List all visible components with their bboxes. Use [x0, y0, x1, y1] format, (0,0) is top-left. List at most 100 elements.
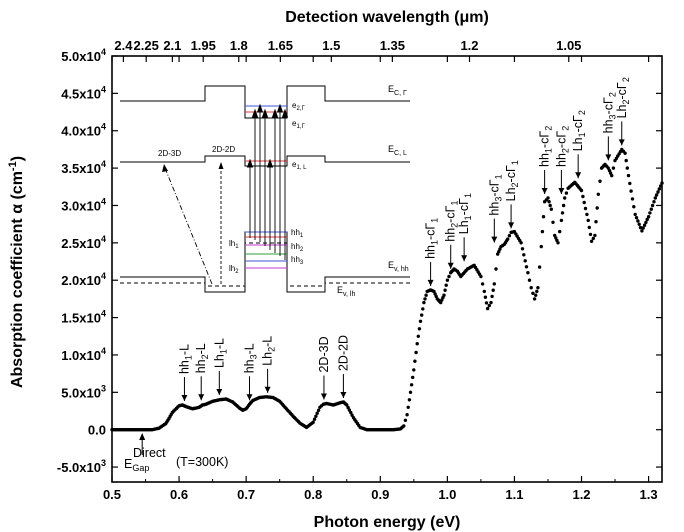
data-point [644, 220, 648, 225]
peak-label-tail: -L [212, 338, 226, 349]
top-tick-label: 2.1 [163, 38, 181, 53]
data-point [312, 417, 317, 421]
peak-label-tail-sub: 2 [621, 77, 631, 82]
data-point [610, 173, 614, 178]
peak-label-main: Lh [504, 187, 518, 201]
peak-label-tail-sub: 1 [430, 218, 440, 223]
data-point [558, 229, 562, 234]
y-axis-title: Absorption coefficient α (cm-1) [7, 156, 26, 388]
data-point [564, 191, 569, 195]
data-point [561, 203, 566, 208]
data-point [549, 207, 553, 211]
label-hh1: hh1 [291, 228, 304, 239]
data-point [416, 334, 420, 338]
data-point [657, 187, 661, 191]
x-tick-label: 0.6 [170, 487, 188, 502]
data-point [638, 225, 643, 230]
data-point [660, 181, 664, 185]
peak-label-sub: 2 [200, 354, 210, 359]
peak-label-main: Lh [212, 354, 226, 368]
data-point [633, 212, 637, 217]
peak-label-tail: -cΓ [601, 97, 615, 114]
data-point [417, 327, 422, 331]
peak-label-tail-sub: 1 [510, 160, 520, 165]
plot-frame [111, 55, 663, 483]
peak-label: hh3-cΓ2 [601, 92, 617, 133]
data-point [546, 196, 550, 200]
x-tick-label: 0.7 [237, 487, 255, 502]
data-point [536, 286, 540, 290]
data-point [531, 291, 535, 295]
data-point [506, 237, 510, 241]
x-tick-label: 0.8 [304, 487, 322, 502]
peak-label-main: hh [243, 359, 257, 373]
y-axis-title-main: Absorption coefficient α (cm [9, 171, 26, 388]
data-point [349, 410, 353, 415]
data-point [443, 288, 447, 292]
peak-arrow-head [618, 139, 625, 146]
data-point [623, 151, 627, 155]
peak-label-tail: -L [177, 344, 191, 355]
peak-label: Lh2-cΓ1 [504, 160, 520, 201]
y-tick-label: 5.0x104 [61, 47, 106, 64]
data-point [659, 184, 663, 188]
peak-label-sub: 1 [544, 148, 554, 153]
data-point [411, 375, 415, 380]
data-point [424, 293, 428, 297]
peak-label-tail-sub: 2 [577, 110, 587, 115]
data-point [406, 405, 410, 409]
top-axis-title: Detection wavelength (μm) [285, 9, 489, 26]
data-point [593, 233, 597, 238]
data-point [520, 247, 525, 251]
ec-l-line [120, 155, 410, 167]
data-point [556, 241, 560, 245]
data-point [405, 413, 409, 417]
data-point [640, 229, 644, 233]
data-point [646, 215, 651, 219]
peak-arrow-head [181, 395, 188, 402]
data-point [641, 226, 645, 230]
peak-label: hh1-cΓ2 [538, 126, 554, 167]
peak-label: hh1-L [177, 344, 193, 374]
y-tick-exponent: 4 [101, 47, 106, 57]
data-point [345, 403, 349, 407]
data-point [628, 181, 632, 186]
peak-label-main: Lh [457, 220, 471, 234]
data-point [526, 271, 530, 275]
data-point [407, 398, 412, 402]
data-point [484, 301, 489, 305]
peak-label: Lh1-L [212, 338, 228, 368]
peak-arrow-head [491, 236, 498, 243]
top-tick-label: 1.95 [191, 38, 216, 53]
peak-label-tail-sub: 2 [607, 92, 617, 97]
peak-label-main: Lh [261, 352, 275, 366]
y-tick-mantissa: 5.0x10 [61, 49, 101, 64]
data-point [586, 218, 590, 223]
peak-label-main: hh [444, 228, 458, 242]
x-axis-title: Photon energy (eV) [314, 514, 461, 531]
data-point [596, 192, 600, 196]
data-point [636, 219, 640, 223]
arrow-head [266, 158, 274, 168]
data-point [482, 289, 486, 294]
data-point [583, 206, 588, 211]
peak-label: Lh2-L [261, 336, 277, 366]
peak-label-tail-sub: 1 [463, 193, 473, 198]
data-point [483, 295, 488, 299]
y-tick-mantissa: 4.5x10 [61, 86, 101, 101]
data-point [645, 217, 649, 222]
data-point [421, 307, 425, 311]
peak-label-sub: 3 [607, 114, 617, 119]
x-tick-label: 1.2 [572, 487, 590, 502]
peak-label-sub: 1 [218, 349, 228, 354]
arrow-head [261, 108, 269, 118]
data-point [598, 179, 602, 183]
peak-label-tail: -cΓ [457, 198, 471, 215]
y-tick-label: 2.0x104 [61, 271, 106, 288]
peak-label-main: 2D-3D [317, 336, 331, 372]
peak-label-main: hh [177, 360, 191, 374]
y-tick-label: 1.0x104 [61, 346, 106, 363]
peak-label-sub: 2 [510, 182, 520, 187]
band-diagram-inset: EC, Γ EC, L Ev, hh Ev, lh e2,Γ e1,Γ e1, … [120, 84, 410, 298]
data-point [347, 408, 352, 412]
